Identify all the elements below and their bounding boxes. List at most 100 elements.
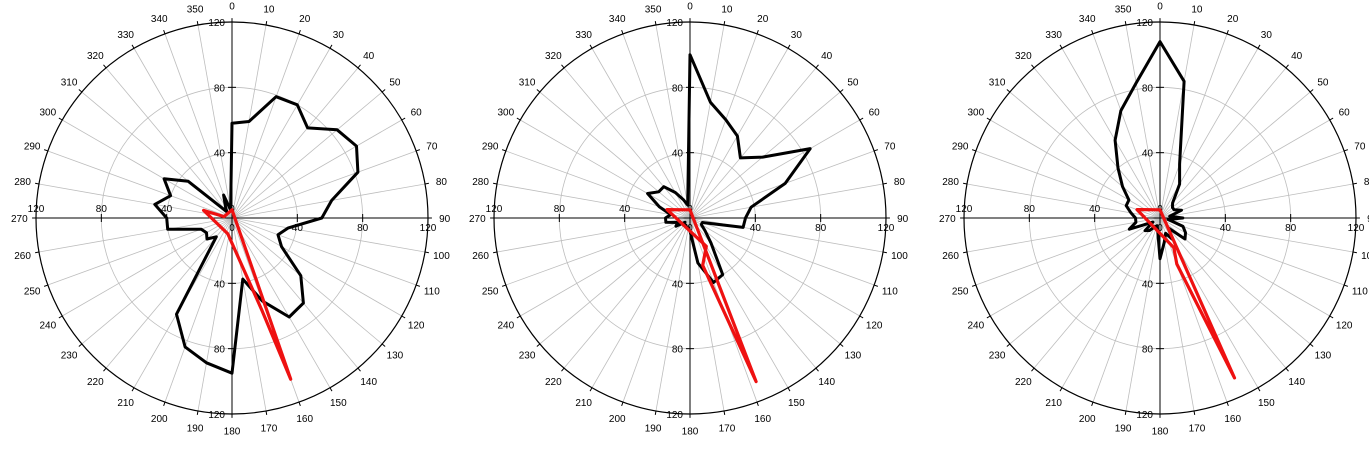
angle-tick-label: 200 bbox=[1079, 414, 1096, 425]
radial-tick-label: 120 bbox=[208, 18, 225, 29]
angle-tick bbox=[1344, 149, 1349, 152]
angle-tick bbox=[265, 410, 268, 415]
angle-tick-label: 30 bbox=[1261, 30, 1273, 41]
radial-tick-label: 80 bbox=[554, 204, 566, 215]
angle-tick-label: 60 bbox=[411, 108, 423, 119]
radial-tick-label: 80 bbox=[815, 223, 827, 234]
angle-tick bbox=[163, 29, 166, 34]
radial-tick-label: 120 bbox=[486, 204, 503, 215]
angle-tick-label: 60 bbox=[1339, 108, 1351, 119]
angle-tick-label: 110 bbox=[1352, 287, 1368, 298]
series-line-red bbox=[202, 208, 293, 381]
angle-tick-label: 90 bbox=[439, 214, 451, 225]
grid-spoke bbox=[1092, 217, 1161, 403]
angle-tick-label: 30 bbox=[791, 30, 803, 41]
angle-tick bbox=[78, 89, 83, 93]
angle-tick-label: 250 bbox=[482, 287, 499, 298]
angle-tick bbox=[416, 284, 421, 287]
angle-tick bbox=[1193, 21, 1196, 26]
angle-tick-label: 280 bbox=[14, 177, 31, 188]
angle-tick-label: 320 bbox=[545, 51, 562, 62]
angle-tick-label: 260 bbox=[942, 251, 959, 262]
grid-spoke bbox=[1159, 217, 1354, 253]
angle-tick bbox=[196, 410, 199, 415]
grid-spoke bbox=[231, 119, 402, 219]
angle-tick-label: 240 bbox=[967, 320, 984, 331]
angle-tick-label: 190 bbox=[1115, 423, 1132, 434]
grid-spoke bbox=[689, 67, 817, 219]
angle-tick-label: 10 bbox=[263, 5, 275, 16]
angle-tick bbox=[329, 44, 333, 49]
angle-tick bbox=[516, 117, 521, 121]
angle-tick-label: 230 bbox=[989, 351, 1006, 362]
angle-tick-label: 60 bbox=[869, 108, 881, 119]
angle-tick bbox=[815, 367, 819, 372]
angle-tick bbox=[787, 387, 791, 392]
grid-spoke bbox=[689, 91, 841, 219]
series-line-black bbox=[1113, 40, 1187, 261]
angle-tick-label: 280 bbox=[472, 177, 489, 188]
angle-tick-label: 190 bbox=[645, 423, 662, 434]
angle-tick-label: 40 bbox=[1291, 51, 1303, 62]
angle-tick bbox=[103, 367, 107, 372]
angle-tick-label: 150 bbox=[788, 398, 805, 409]
angle-tick bbox=[1352, 251, 1357, 254]
grid-spoke bbox=[689, 217, 860, 317]
angle-tick-label: 150 bbox=[1258, 398, 1275, 409]
radial-tick-label: 40 bbox=[1089, 204, 1101, 215]
angle-tick bbox=[561, 64, 565, 69]
grid-spoke bbox=[231, 217, 267, 412]
grid-spoke bbox=[689, 33, 758, 219]
angle-tick-label: 330 bbox=[575, 30, 592, 41]
grid-spoke bbox=[1159, 183, 1354, 219]
angle-tick-label: 180 bbox=[224, 427, 241, 438]
angle-tick-label: 70 bbox=[1354, 141, 1366, 152]
angle-tick-label: 100 bbox=[891, 251, 908, 262]
grid-spoke bbox=[231, 150, 417, 219]
angle-tick-label: 130 bbox=[1315, 351, 1332, 362]
grid-spoke bbox=[38, 217, 233, 253]
angle-tick-label: 270 bbox=[939, 214, 956, 225]
grid-spoke bbox=[622, 33, 691, 219]
angle-tick bbox=[493, 251, 498, 254]
angle-tick bbox=[78, 343, 83, 347]
angle-tick-label: 80 bbox=[436, 177, 448, 188]
grid-spoke bbox=[689, 183, 884, 219]
angle-tick-label: 130 bbox=[845, 351, 862, 362]
angle-tick-label: 160 bbox=[754, 414, 771, 425]
radial-tick-label: 80 bbox=[1285, 223, 1297, 234]
grid-spoke bbox=[539, 217, 691, 345]
radial-tick-label: 120 bbox=[28, 204, 45, 215]
angle-tick bbox=[501, 284, 506, 287]
angle-tick bbox=[1329, 315, 1334, 319]
grid-spoke bbox=[231, 217, 359, 369]
radial-tick-label: 120 bbox=[878, 223, 895, 234]
angle-tick bbox=[723, 410, 726, 415]
grid-spoke bbox=[231, 217, 417, 286]
grid-spoke bbox=[1061, 48, 1161, 219]
angle-tick-label: 10 bbox=[721, 5, 733, 16]
angle-tick bbox=[43, 149, 48, 152]
angle-tick-label: 120 bbox=[866, 320, 883, 331]
angle-tick bbox=[756, 29, 759, 34]
angle-tick bbox=[381, 343, 386, 347]
grid-spoke bbox=[105, 217, 233, 369]
angle-tick bbox=[401, 315, 406, 319]
series-line-red bbox=[1135, 208, 1237, 380]
angle-tick bbox=[357, 64, 361, 69]
angle-tick-label: 10 bbox=[1191, 5, 1203, 16]
grid-spoke bbox=[133, 48, 233, 219]
angle-tick-label: 350 bbox=[187, 5, 204, 16]
grid-spoke bbox=[231, 217, 402, 317]
grid-spoke bbox=[164, 33, 233, 219]
grid-spoke bbox=[591, 217, 691, 388]
angle-tick bbox=[265, 21, 268, 26]
grid-spoke bbox=[496, 217, 691, 253]
grid-spoke bbox=[990, 119, 1161, 219]
angle-tick-label: 140 bbox=[360, 377, 377, 388]
angle-tick-label: 210 bbox=[1045, 398, 1062, 409]
angle-tick bbox=[493, 182, 498, 185]
angle-tick-label: 340 bbox=[609, 14, 626, 25]
angle-tick-label: 100 bbox=[1361, 251, 1369, 262]
